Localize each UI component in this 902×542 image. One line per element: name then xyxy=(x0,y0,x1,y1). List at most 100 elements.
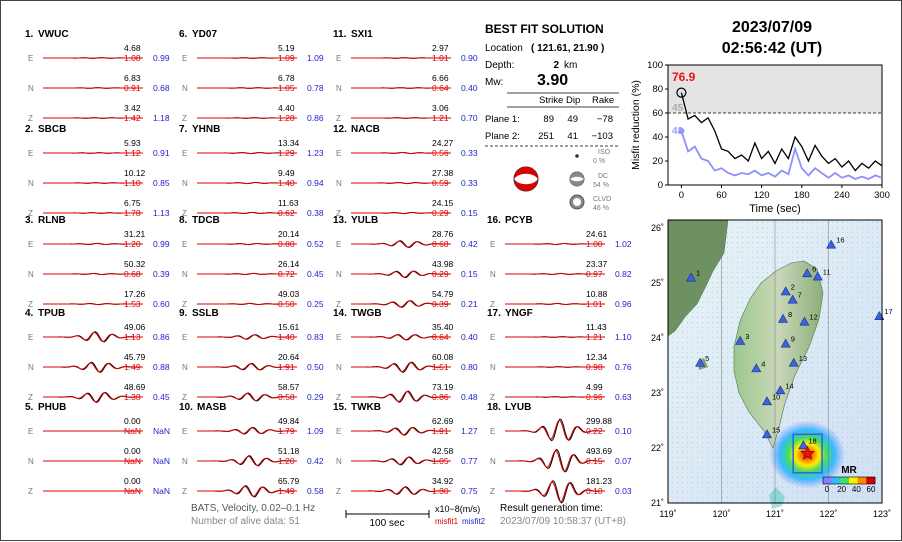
y-tick-label: 80 xyxy=(652,84,663,95)
synthetic-waveform xyxy=(351,427,451,436)
misfit1-value: 0.15 xyxy=(586,456,603,466)
station-marker-label: 1 xyxy=(696,269,700,278)
misfit2-value: 0.58 xyxy=(307,486,324,496)
station-panel: 1. VWUC E 4.681.08 0.99 N 6.830.91 0.68 Z 3.421.4… xyxy=(25,29,170,123)
event-time: 02:56:42 (UT) xyxy=(722,40,822,57)
misfit1-value: 1.21 xyxy=(432,113,449,123)
footer: BATS, Velocity, 0.02–0.1 Hz Number of al… xyxy=(191,503,626,529)
component-label: Z xyxy=(28,487,33,496)
station-name: YHNB xyxy=(192,124,220,135)
peak-amplitude: 73.19 xyxy=(432,382,454,392)
mainland-coast xyxy=(667,219,729,337)
component-label: N xyxy=(336,457,342,466)
peak-amplitude: 493.69 xyxy=(586,446,612,456)
latitude-label: 22˚ xyxy=(651,443,664,453)
peak-amplitude: 24.61 xyxy=(586,229,608,239)
peak-amplitude: 58.57 xyxy=(278,382,300,392)
misfit2-value: 0.29 xyxy=(307,392,324,402)
synthetic-waveform xyxy=(43,243,143,246)
peak-amplitude: 3.06 xyxy=(432,103,449,113)
plane1-dip: 49 xyxy=(567,114,578,125)
iso-value: 0 % xyxy=(593,158,605,165)
latitude-label: 21˚ xyxy=(651,498,664,508)
misfit2-value: 1.02 xyxy=(615,239,632,249)
component-label: Z xyxy=(336,114,341,123)
station-name: PHUB xyxy=(38,402,66,413)
mw-value: 3.90 xyxy=(537,72,568,89)
x-tick-label: 120 xyxy=(754,190,770,201)
synthetic-waveform xyxy=(505,481,605,503)
synthetic-waveform xyxy=(197,87,297,89)
synthetic-waveform xyxy=(197,117,297,119)
component-label: Z xyxy=(336,209,341,218)
synthetic-waveform xyxy=(197,485,297,497)
misfit2-value: 0.21 xyxy=(461,299,478,309)
iso-icon xyxy=(575,154,579,158)
misfit2-value: 0.45 xyxy=(153,392,170,402)
misfit2-value: 0.50 xyxy=(307,362,324,372)
station-panel: 9. SSLB E 15.611.40 0.83 N 20.641.91 0.50 Z 58.57… xyxy=(179,308,324,402)
peak-amplitude: 50.32 xyxy=(124,259,146,269)
synthetic-waveform xyxy=(43,152,143,154)
plane2-label: Plane 2: xyxy=(485,131,520,142)
station-number: 9. xyxy=(179,308,188,319)
peak-amplitude: 17.26 xyxy=(124,289,146,299)
misfit1-value: 1.30 xyxy=(432,486,449,496)
component-label: E xyxy=(28,240,33,249)
peak-amplitude: 0.00 xyxy=(124,476,141,486)
synthetic-waveform xyxy=(197,363,297,371)
station-marker-label: 18 xyxy=(808,436,816,445)
synthetic-waveform xyxy=(351,212,451,214)
misfit1-value: 0.68 xyxy=(124,269,141,279)
synthetic-waveform xyxy=(351,486,451,495)
blue-peak-marker xyxy=(678,128,685,134)
misfit2-value: 0.25 xyxy=(307,299,324,309)
component-label: N xyxy=(490,363,496,372)
component-label: N xyxy=(28,457,34,466)
plane1-rake: −78 xyxy=(597,114,613,125)
misfit2-value: 1.13 xyxy=(153,208,170,218)
component-label: N xyxy=(28,270,34,279)
iso-label: ISO xyxy=(598,149,611,156)
peak-black-label: 76.9 xyxy=(672,70,696,84)
misfit2-value: 0.99 xyxy=(153,53,170,63)
station-name: SBCB xyxy=(38,124,66,135)
colorbar-frame xyxy=(822,476,876,485)
component-label: N xyxy=(28,84,34,93)
peak-amplitude: 11.63 xyxy=(278,198,299,208)
peak-amplitude: 62.69 xyxy=(432,416,454,426)
misfit2-value: 0.82 xyxy=(615,269,632,279)
peak-amplitude: 20.64 xyxy=(278,352,300,362)
component-label: N xyxy=(28,179,34,188)
station-name: SXI1 xyxy=(351,29,373,40)
misfit1-value: 1.78 xyxy=(124,208,141,218)
plane2-strike: 251 xyxy=(538,131,554,142)
component-label: N xyxy=(182,179,188,188)
synthetic-waveform xyxy=(351,361,451,373)
misfit1-value: 0.10 xyxy=(586,486,603,496)
peak-amplitude: 49.84 xyxy=(278,416,300,426)
misfit2-value: NaN xyxy=(153,486,170,496)
colorbar-tick-label: 40 xyxy=(852,485,861,494)
station-marker-label: 6 xyxy=(812,264,816,273)
station-marker-label: 5 xyxy=(705,354,709,363)
misfit2-value: 0.45 xyxy=(307,269,324,279)
station-marker-label: 11 xyxy=(823,268,831,277)
peak-amplitude: 26.14 xyxy=(278,259,300,269)
best-fit-solution: BEST FIT SOLUTION Location ( 121.61, 21.… xyxy=(485,22,619,212)
peak-amplitude: 0.00 xyxy=(124,416,141,426)
station-marker-label: 15 xyxy=(772,425,780,434)
synthetic-waveform xyxy=(43,212,143,214)
misfit1-value: 1.40 xyxy=(278,332,295,342)
longitude-label: 123˚ xyxy=(873,509,891,519)
peak-amplitude: 0.00 xyxy=(124,446,141,456)
peak-amplitude: 9.49 xyxy=(278,168,295,178)
synthetic-waveform xyxy=(351,300,451,308)
component-label: E xyxy=(28,427,33,436)
component-label: E xyxy=(182,333,187,342)
station-panel: 3. RLNB E 31.211.20 0.99 N 50.320.68 0.39 Z 17.26… xyxy=(25,215,170,309)
station-marker-label: 7 xyxy=(798,291,802,300)
peak-amplitude: 4.99 xyxy=(586,382,603,392)
y-tick-label: 60 xyxy=(652,108,663,119)
